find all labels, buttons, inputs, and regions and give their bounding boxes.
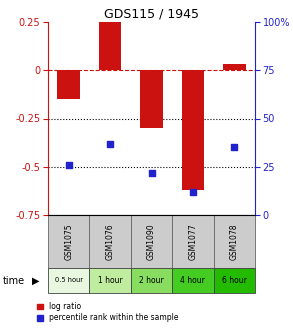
Bar [48,268,89,293]
Text: GSM1077: GSM1077 [188,223,197,260]
Point [190,189,195,195]
Point [149,170,154,175]
Bar [99,22,122,70]
Text: 6 hour: 6 hour [222,276,247,285]
Text: GSM1090: GSM1090 [147,223,156,260]
Text: time: time [3,276,25,286]
Bar [214,268,255,293]
Bar [172,215,214,268]
Bar [89,268,131,293]
Text: 1 hour: 1 hour [98,276,122,285]
Bar [57,70,80,99]
Bar [214,215,255,268]
Text: 4 hour: 4 hour [180,276,205,285]
Bar [182,70,204,190]
Title: GDS115 / 1945: GDS115 / 1945 [104,8,199,21]
Text: GSM1076: GSM1076 [105,223,115,260]
Point [232,145,237,150]
Text: GSM1075: GSM1075 [64,223,73,260]
Bar [131,268,172,293]
Legend: log ratio, percentile rank within the sample: log ratio, percentile rank within the sa… [37,302,179,323]
Text: 0.5 hour: 0.5 hour [55,278,83,284]
Bar [223,65,246,70]
Bar [131,215,172,268]
Bar [48,215,89,268]
Point [66,162,71,168]
Bar [172,268,214,293]
Text: ▶: ▶ [32,276,40,286]
Text: GSM1078: GSM1078 [230,223,239,260]
Text: 2 hour: 2 hour [139,276,164,285]
Bar [89,215,131,268]
Point [108,141,113,146]
Bar [140,70,163,128]
